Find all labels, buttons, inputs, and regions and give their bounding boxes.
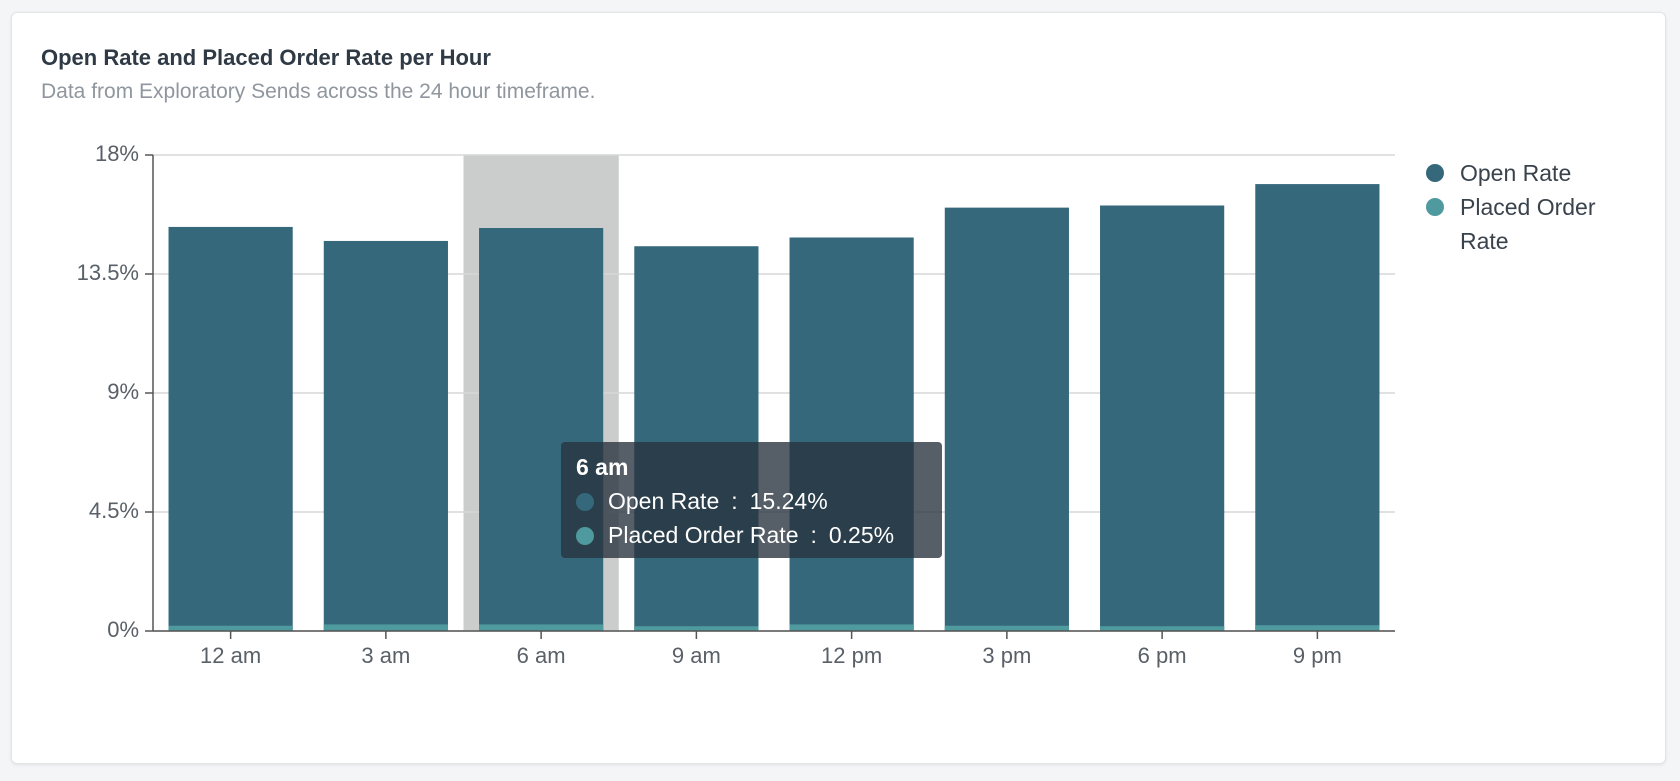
tooltip-separator: : <box>731 488 738 514</box>
y-tick-label: 0% <box>107 617 139 642</box>
bar <box>944 625 1069 631</box>
x-tick-label: 3 am <box>361 643 410 668</box>
legend: Open Rate Placed Order Rate <box>1424 156 1634 258</box>
x-tick-label: 9 pm <box>1293 643 1342 668</box>
tooltip-row: Open Rate:15.24% <box>576 488 828 515</box>
x-tick-label: 6 am <box>517 643 566 668</box>
x-tick-label: 3 pm <box>982 643 1031 668</box>
bar <box>168 226 293 631</box>
bar <box>323 240 448 631</box>
tooltip: 6 am Open Rate:15.24% Placed Order Rate:0… <box>561 442 942 558</box>
tooltip-separator: : <box>810 522 817 548</box>
y-tick-label: 13.5% <box>77 260 139 285</box>
legend-label: Placed Order Rate <box>1460 194 1596 254</box>
tooltip-value: 15.24% <box>749 488 828 514</box>
chart-title: Open Rate and Placed Order Rate per Hour <box>41 45 491 70</box>
bar <box>479 227 604 631</box>
tooltip-swatch <box>576 527 594 545</box>
x-tick-label: 9 am <box>672 643 721 668</box>
bar <box>1255 184 1380 632</box>
y-tick-label: 4.5% <box>89 498 139 523</box>
tooltip-series: Open Rate <box>608 488 720 514</box>
bar <box>1100 626 1225 631</box>
bar <box>323 624 448 631</box>
legend-label: Open Rate <box>1460 160 1572 186</box>
x-tick-label: 12 am <box>200 643 261 668</box>
x-tick-label: 6 pm <box>1138 643 1187 668</box>
legend-item: Open Rate <box>1424 156 1634 190</box>
tooltip-row: Placed Order Rate:0.25% <box>576 522 894 549</box>
legend-item: Placed Order Rate <box>1424 190 1634 258</box>
y-tick-label: 18% <box>95 141 139 166</box>
legend-swatch <box>1426 164 1444 182</box>
bar <box>789 624 914 631</box>
tooltip-series: Placed Order Rate <box>608 522 799 548</box>
legend-swatch <box>1426 198 1444 216</box>
bar <box>1100 205 1225 631</box>
tooltip-swatch <box>576 493 594 511</box>
bar <box>168 625 293 631</box>
y-tick-label: 9% <box>107 379 139 404</box>
bar <box>479 624 604 631</box>
bar <box>789 237 914 632</box>
tooltip-value: 0.25% <box>828 522 895 548</box>
bar <box>634 246 759 631</box>
bar <box>1255 625 1380 631</box>
bar <box>634 626 759 631</box>
tooltip-title: 6 am <box>576 454 629 480</box>
chart-subtitle: Data from Exploratory Sends across the 2… <box>41 80 596 103</box>
x-tick-label: 12 pm <box>821 643 882 668</box>
bar <box>944 207 1069 631</box>
